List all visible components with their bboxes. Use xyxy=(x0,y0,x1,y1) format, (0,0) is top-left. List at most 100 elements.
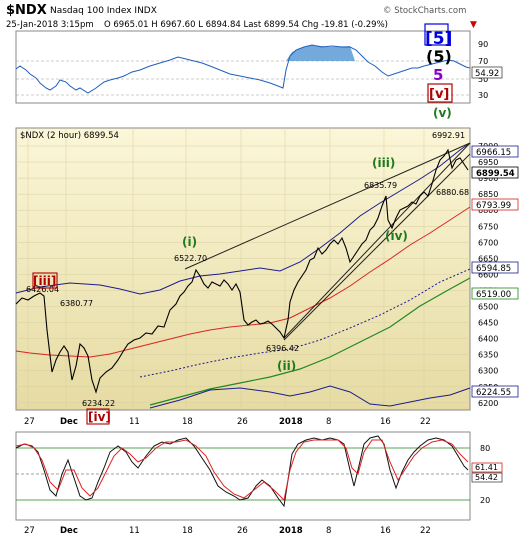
price-tag-box xyxy=(471,287,519,300)
oscillator-current-red: 61.41 xyxy=(475,463,498,472)
price-tag-label: 6519.00 xyxy=(476,290,511,300)
annotation-iii-peak: 6835.79 xyxy=(364,181,397,190)
datetime: 25-Jan-2018 3:15pm xyxy=(6,20,94,30)
main-y-tick-label: 6450 xyxy=(478,319,498,328)
annotation-i-peak: 6522.70 xyxy=(174,254,207,263)
oscillator-line-red xyxy=(15,439,469,502)
moving-average-red xyxy=(15,206,471,358)
price-tag-box xyxy=(471,261,519,274)
main-y-tick-label: 6800 xyxy=(478,206,498,215)
annotation-ii-low: 6396.42 xyxy=(266,344,299,353)
moving-average-dotted xyxy=(139,268,471,378)
rsi-top-tick-label: 90 xyxy=(478,40,488,49)
x-tick-label: 2018 xyxy=(279,526,303,536)
price-tag-label: 6899.54 xyxy=(476,169,515,179)
price-tag-box xyxy=(471,145,519,158)
trendline-upper xyxy=(184,142,471,270)
rsi-top-tick-label: 50 xyxy=(478,75,488,84)
wave-label-5-blue: [5] xyxy=(425,29,452,49)
x-tick-label: 26 xyxy=(237,417,248,427)
moving-average-green xyxy=(149,277,471,406)
main-y-tick-label: 6850 xyxy=(478,190,498,199)
wave-label-ii-green: (ii) xyxy=(277,359,296,373)
annotation-high: 6992.91 xyxy=(432,131,465,140)
wave-label-v-green: (v) xyxy=(433,106,452,120)
upper-envelope xyxy=(15,142,471,295)
wave-label-5-blue-box xyxy=(424,23,449,46)
rsi-top-line xyxy=(15,44,471,94)
x-tick-label: 8 xyxy=(326,417,331,427)
down-arrow-icon: ▼ xyxy=(470,20,477,30)
main-y-tick-label: 6350 xyxy=(478,351,498,360)
main-y-tick-label: 6650 xyxy=(478,254,498,263)
x-tick-label: Dec xyxy=(60,526,78,536)
wave-label-iv-red: [iv] xyxy=(88,410,111,424)
price-line xyxy=(15,148,469,394)
main-y-tick-label: 6950 xyxy=(478,158,498,167)
x-tick-label: 16 xyxy=(380,526,391,536)
lower-oscillator-panel: 80 20 61.41 54.42 xyxy=(15,431,503,521)
rsi-top-current-box xyxy=(471,66,503,79)
ohlc: O 6965.01 H 6967.60 L 6894.84 Last 6899.… xyxy=(104,20,388,30)
x-tick-label: 18 xyxy=(182,417,193,427)
rsi-top-tick-label: 70 xyxy=(478,57,488,66)
wave-label-iii-red-box xyxy=(32,272,58,289)
index-name: Nasdaq 100 Index INDX xyxy=(50,6,157,16)
watermark: © StockCharts.com xyxy=(383,6,466,16)
wave-label-5-purple: 5 xyxy=(433,66,443,84)
wave-label-iv-red-box xyxy=(86,408,110,425)
annotation-nov-low: 6380.77 xyxy=(60,299,93,308)
wave-label-iii-green: (iii) xyxy=(372,156,395,170)
main-y-tick-label: 6750 xyxy=(478,222,498,231)
lower-envelope xyxy=(149,385,471,409)
x-tick-label: 26 xyxy=(237,526,248,536)
main-y-tick-label: 6700 xyxy=(478,238,498,247)
trendline-lower xyxy=(283,142,471,339)
main-y-tick-label: 6400 xyxy=(478,335,498,344)
annotation-iv-low: 6880.68 xyxy=(436,188,469,197)
wave-label-iv-green: (iv) xyxy=(385,229,408,243)
oscillator-tick-label: 80 xyxy=(480,444,490,453)
oscillator-current-black: 54.42 xyxy=(475,473,498,482)
wave-label-v-red-box xyxy=(427,83,453,103)
x-tick-label: 2018 xyxy=(279,417,303,427)
symbol: $NDX xyxy=(6,3,47,18)
x-tick-label: 18 xyxy=(182,526,193,536)
wave-label-i-green: (i) xyxy=(182,235,197,249)
main-y-tick-label: 6200 xyxy=(478,399,498,408)
rsi-top-panel: 90 70 50 30 54.92 xyxy=(15,30,503,104)
x-tick-label: 27 xyxy=(24,417,35,427)
x-tick-label: Dec xyxy=(60,417,78,427)
main-y-tick-label: 6600 xyxy=(478,270,498,279)
x-tick-label: 16 xyxy=(380,417,391,427)
x-tick-label: 22 xyxy=(420,526,431,536)
x-tick-label: 22 xyxy=(420,417,431,427)
price-tag-label: 6966.15 xyxy=(476,148,511,158)
trendline-channel xyxy=(283,153,471,341)
main-y-tick-label: 6300 xyxy=(478,367,498,376)
wave-label-iii-red: [iii] xyxy=(33,274,56,288)
main-price-panel: 7000695069006850680067506700665066006550… xyxy=(15,106,519,425)
oscillator-current-box-black xyxy=(471,472,503,483)
x-tick-label: 11 xyxy=(129,417,140,427)
price-tag-box xyxy=(471,198,519,211)
price-tag-box xyxy=(471,385,519,398)
annotation-dec-low: 6234.22 xyxy=(82,399,115,408)
price-tag-label: 6224.55 xyxy=(476,388,511,398)
annotation-iii-red-peak: 6426.04 xyxy=(26,285,59,294)
wave-label-5-black: (5) xyxy=(426,47,452,66)
x-tick-label: 27 xyxy=(24,526,35,536)
main-y-tick-label: 6900 xyxy=(478,174,498,183)
main-title: $NDX (2 hour) 6899.54 xyxy=(20,131,119,141)
wave-label-v-red: [v] xyxy=(429,87,449,102)
price-tag-label: 6594.85 xyxy=(476,264,511,274)
rsi-top-tick-label: 30 xyxy=(478,91,488,100)
oscillator-tick-label: 20 xyxy=(480,496,490,505)
x-tick-label: 11 xyxy=(129,526,140,536)
rsi-overbought-fill xyxy=(286,45,355,61)
price-tag-label: 6793.99 xyxy=(476,201,511,211)
main-y-tick-label: 6500 xyxy=(478,303,498,312)
oscillator-current-box-red xyxy=(471,462,503,473)
